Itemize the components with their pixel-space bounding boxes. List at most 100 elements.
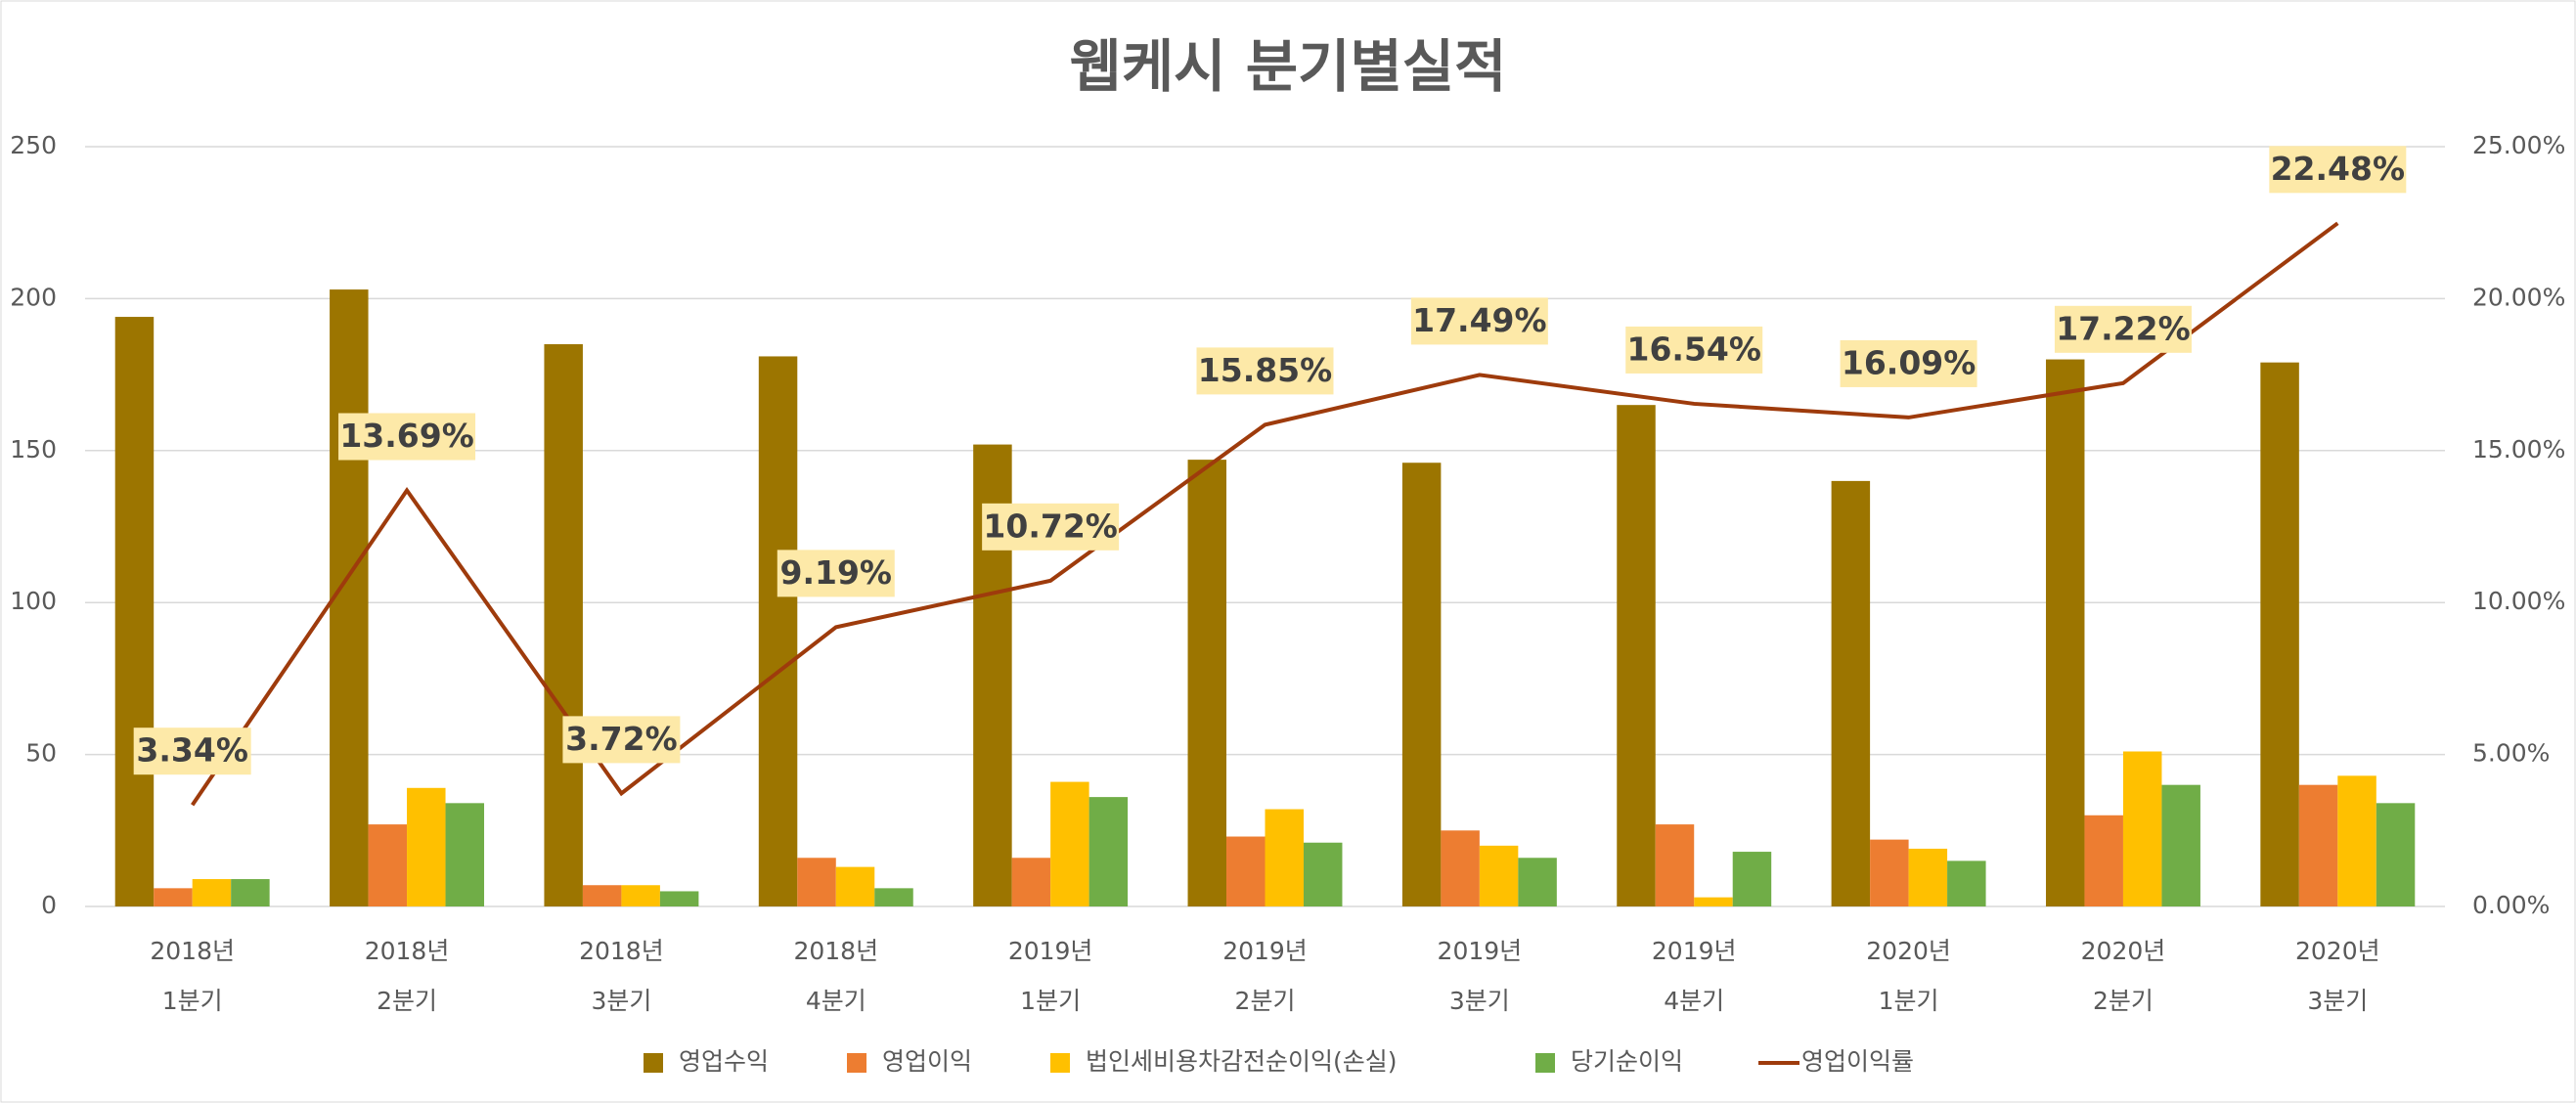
legend-label: 영업수익 (679, 1047, 769, 1076)
bar (582, 885, 622, 906)
bar (2084, 815, 2123, 906)
bar (114, 317, 155, 907)
bar (621, 885, 660, 906)
y-tick-label: 50 (25, 739, 57, 768)
data-label: 17.49% (1412, 301, 1546, 339)
bar (1732, 852, 1772, 906)
bar (2337, 775, 2376, 906)
x-tick-label: 3분기 (2307, 987, 2368, 1015)
data-label-box (133, 728, 251, 775)
bar (2376, 803, 2416, 906)
bar (1303, 842, 1343, 906)
bar (1617, 405, 1656, 906)
legend-label: 영업이익 (882, 1047, 972, 1076)
bar (231, 879, 270, 906)
bar (1870, 839, 1909, 906)
data-label: 10.72% (983, 507, 1117, 545)
bar (1947, 860, 1986, 906)
y2-tick-label: 5.00% (2472, 739, 2550, 768)
data-label: 9.19% (780, 553, 893, 592)
data-label: 22.48% (2271, 150, 2405, 188)
y-tick-label: 100 (10, 587, 57, 615)
x-tick-label: 3분기 (591, 987, 651, 1015)
x-tick-label: 2020년 (2295, 937, 2380, 965)
x-tick-label: 2019년 (1652, 937, 1737, 965)
x-tick-label: 2018년 (793, 937, 878, 965)
data-label-box (2054, 305, 2192, 353)
bar (1694, 897, 1733, 906)
x-tick-label: 1분기 (1879, 987, 1939, 1015)
data-label: 17.22% (2056, 309, 2190, 347)
y2-tick-label: 0.00% (2472, 891, 2550, 919)
data-label-box (1196, 347, 1334, 395)
bar (659, 891, 699, 906)
x-tick-label: 1분기 (162, 987, 223, 1015)
bar (874, 888, 913, 906)
data-label: 13.69% (339, 417, 473, 455)
x-tick-label: 1분기 (1020, 987, 1081, 1015)
y-tick-label: 150 (10, 435, 57, 463)
bar (544, 344, 583, 906)
bar (1050, 781, 1089, 906)
legend-label: 법인세비용차감전순이익(손실) (1086, 1047, 1398, 1076)
legend-label: 영업이익률 (1801, 1047, 1914, 1076)
data-label-box (338, 413, 476, 461)
x-tick-label: 2분기 (2093, 987, 2154, 1015)
bar (1441, 830, 1480, 906)
x-tick-label: 2020년 (1866, 937, 1951, 965)
data-label: 15.85% (1198, 351, 1332, 389)
bar (2045, 359, 2085, 906)
bar (2298, 784, 2338, 906)
data-label-box (1840, 339, 1977, 387)
y2-tick-label: 10.00% (2472, 587, 2565, 615)
bar (1011, 858, 1051, 906)
bar (797, 858, 836, 906)
x-tick-label: 2019년 (1438, 937, 1523, 965)
y2-tick-label: 25.00% (2472, 131, 2565, 159)
x-tick-label: 2019년 (1222, 937, 1308, 965)
legend-swatch (847, 1053, 866, 1073)
bar (1226, 836, 1266, 906)
bar (1265, 809, 1304, 906)
x-tick-label: 4분기 (806, 987, 866, 1015)
bar (154, 888, 193, 906)
data-label: 3.72% (565, 720, 678, 758)
bar (445, 803, 485, 906)
bar (1518, 858, 1557, 906)
x-tick-label: 2018년 (579, 937, 664, 965)
bar (1908, 848, 1948, 906)
bar (1831, 480, 1871, 906)
bar (1401, 463, 1442, 906)
bar (2161, 784, 2200, 906)
x-tick-label: 3분기 (1449, 987, 1510, 1015)
data-label-box (2269, 146, 2407, 194)
bar (1479, 845, 1519, 906)
x-tick-label: 4분기 (1664, 987, 1724, 1015)
y2-tick-label: 15.00% (2472, 435, 2565, 463)
bar (192, 879, 232, 906)
data-label: 3.34% (136, 731, 248, 770)
data-label-box (562, 716, 681, 764)
line (191, 221, 2339, 807)
bar (1655, 824, 1695, 906)
x-tick-label: 2020년 (2081, 937, 2166, 965)
y2-tick-label: 20.00% (2472, 283, 2565, 311)
y-tick-label: 0 (41, 891, 57, 919)
data-label-box (1625, 326, 1763, 374)
data-label-box (777, 550, 895, 597)
x-tick-label: 2018년 (150, 937, 235, 965)
bar (758, 356, 798, 906)
x-tick-label: 2018년 (365, 937, 450, 965)
legend-label: 당기순이익 (1571, 1047, 1683, 1076)
legend-swatch (1535, 1053, 1555, 1073)
bar (1088, 797, 1129, 906)
chart-title: 웹케시 분기별실적 (1069, 33, 1506, 100)
legend-swatch (644, 1053, 663, 1073)
bar (330, 289, 369, 906)
y-tick-label: 250 (10, 131, 57, 159)
x-tick-label: 2분기 (1235, 987, 1296, 1015)
data-label-box (982, 503, 1120, 551)
bar (2260, 362, 2299, 907)
